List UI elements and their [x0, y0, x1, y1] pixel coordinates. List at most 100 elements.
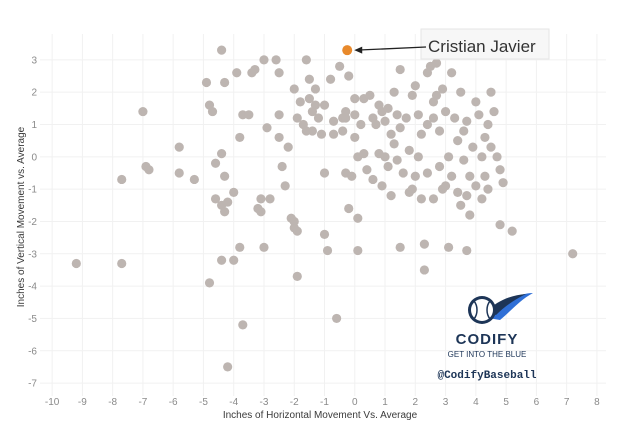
data-point [368, 174, 378, 185]
data-point [295, 97, 305, 107]
data-point [462, 245, 472, 256]
y-tick-label: -4 [28, 282, 37, 293]
x-tick-label: 1 [382, 397, 388, 408]
data-point [338, 126, 348, 136]
data-point [404, 145, 414, 155]
data-point [259, 242, 269, 252]
data-point [220, 77, 230, 88]
y-tick-label: -6 [28, 346, 37, 357]
y-tick-label: -1 [28, 185, 37, 196]
data-point [292, 226, 302, 236]
data-point [468, 142, 478, 152]
data-point [344, 203, 354, 214]
data-point [274, 68, 284, 78]
data-point [371, 119, 381, 130]
data-point [419, 265, 429, 275]
data-point [332, 313, 342, 324]
data-point [416, 129, 426, 139]
data-point [444, 152, 454, 162]
data-point [289, 84, 299, 94]
data-point [210, 158, 221, 168]
data-point [456, 200, 466, 210]
y-tick-label: -2 [28, 217, 37, 228]
data-point [189, 174, 199, 185]
data-point [310, 100, 321, 110]
data-point [316, 129, 327, 139]
data-point [304, 94, 314, 104]
data-point [280, 181, 290, 191]
x-axis-title: Inches of Horizontal Movement Vs. Averag… [223, 410, 418, 421]
data-point [347, 171, 357, 181]
data-point [207, 106, 218, 117]
x-tick-labels: -10 -9 -8 -7 -6 -5 -4 -3 -2 -1 0 1 2 3 4 5 6 7 8 [45, 397, 600, 408]
data-point [328, 116, 339, 126]
x-tick-label: 8 [594, 397, 600, 408]
data-point [138, 106, 148, 117]
x-tick-label: 3 [443, 397, 449, 408]
data-point [353, 213, 363, 223]
data-point [413, 152, 423, 162]
data-point [480, 171, 490, 181]
data-point [480, 132, 490, 143]
data-point [341, 106, 351, 117]
data-point [313, 113, 324, 123]
data-point [380, 152, 390, 162]
data-point [380, 116, 390, 126]
x-tick-label: 4 [473, 397, 479, 408]
data-point [259, 55, 269, 65]
data-point [265, 194, 275, 204]
x-tick-label: -2 [290, 397, 299, 408]
data-point [301, 55, 311, 65]
data-point [456, 87, 466, 97]
data-point [335, 61, 345, 71]
data-point [395, 123, 405, 133]
data-point [350, 110, 360, 120]
data-point [507, 226, 517, 236]
data-point [477, 194, 487, 204]
codify-logo: CODIFY GET INTO THE BLUE @CodifyBaseball [437, 293, 537, 382]
data-point [325, 74, 336, 84]
data-point [428, 113, 439, 123]
data-point [431, 58, 442, 68]
data-point [477, 152, 487, 162]
data-point [447, 68, 457, 78]
data-point [204, 278, 215, 288]
data-point [377, 181, 387, 191]
data-point [450, 113, 460, 123]
data-point [386, 191, 396, 201]
brand-tagline: GET INTO THE BLUE [448, 350, 527, 359]
data-point [447, 171, 457, 181]
data-point [322, 245, 333, 256]
data-point [319, 100, 330, 110]
data-point [410, 171, 420, 181]
data-point [353, 245, 363, 256]
data-point [437, 84, 448, 94]
x-tick-label: 0 [352, 397, 358, 408]
data-point [217, 148, 227, 159]
data-point [229, 187, 239, 197]
data-point [398, 168, 408, 178]
data-point [440, 106, 451, 117]
data-point [304, 74, 314, 84]
data-point [471, 97, 481, 107]
x-tick-label: -5 [199, 397, 208, 408]
highlight-point [342, 45, 353, 56]
data-point [395, 242, 405, 252]
data-point [383, 103, 393, 113]
data-point [419, 239, 429, 249]
callout-label: Cristian Javier [428, 37, 536, 56]
data-point [459, 126, 469, 136]
data-point [413, 110, 423, 120]
data-point [474, 110, 484, 120]
data-point [71, 258, 81, 269]
y-tick-label: -5 [28, 314, 37, 325]
data-point [498, 178, 508, 188]
data-point [495, 220, 505, 230]
data-point [117, 258, 127, 269]
data-point [235, 132, 245, 143]
data-point [223, 197, 233, 207]
data-point [410, 81, 420, 91]
data-point [389, 87, 399, 97]
data-point [256, 207, 266, 217]
data-point [244, 110, 254, 120]
